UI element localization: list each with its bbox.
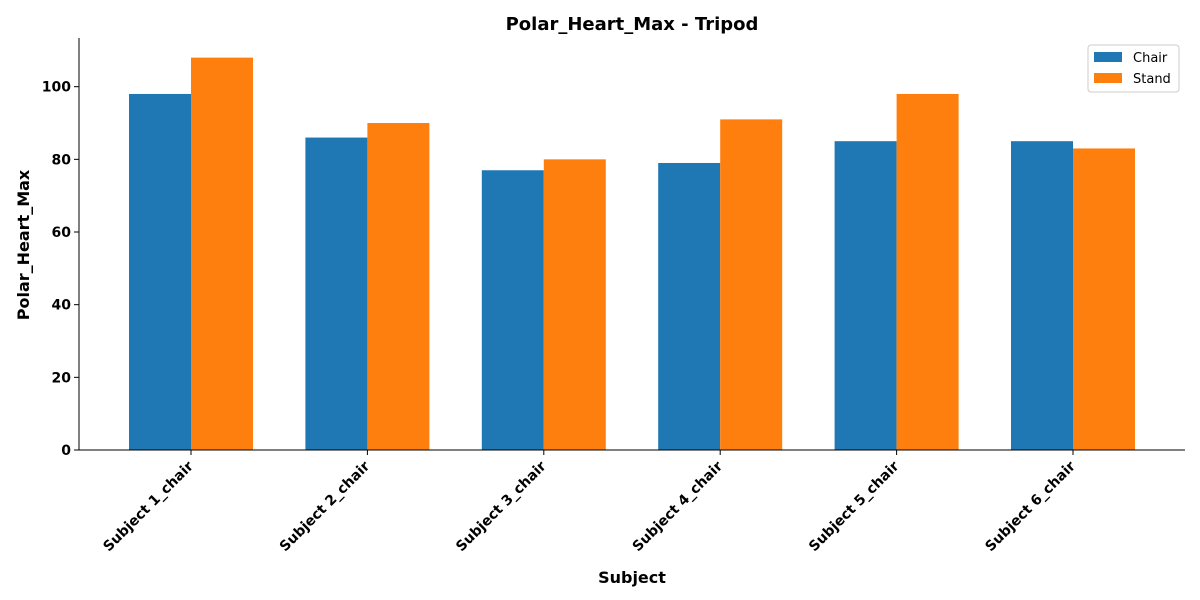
y-tick-label: 100 [42, 80, 71, 96]
x-axis-ticks: Subject 1_chair Subject 2_chair Subject 3_… [100, 450, 1079, 555]
x-tick-label: Subject 5_chair [806, 458, 903, 555]
bar-chair-2 [305, 137, 368, 450]
legend-label-chair: Chair [1133, 51, 1168, 66]
y-axis-ticks: 0 20 40 60 80 100 [42, 80, 79, 459]
y-tick-label: 0 [61, 443, 71, 459]
x-axis-label: Subject [598, 568, 666, 587]
x-tick-label: Subject 6_chair [982, 458, 1079, 555]
y-tick-label: 80 [52, 152, 72, 168]
legend-swatch-stand [1094, 73, 1122, 83]
x-tick-label: Subject 4_chair [630, 458, 727, 555]
bar-stand-5 [896, 93, 959, 450]
x-tick-label: Subject 3_chair [453, 458, 550, 555]
bar-stand-1 [191, 57, 253, 450]
x-tick-label: Subject 2_chair [277, 458, 374, 555]
legend-label-stand: Stand [1133, 72, 1171, 87]
y-tick-label: 20 [52, 370, 72, 386]
legend: Chair Stand [1087, 44, 1180, 93]
legend-swatch-chair [1094, 52, 1122, 62]
x-tick-label: Subject 1_chair [100, 458, 197, 555]
y-tick-label: 40 [52, 298, 72, 314]
y-tick-label: 60 [52, 225, 72, 241]
bar-chair-5 [834, 141, 897, 451]
bars-group [129, 57, 1135, 451]
bar-chair-6 [1011, 141, 1073, 451]
bar-chair-3 [481, 170, 544, 450]
bar-stand-4 [720, 119, 783, 450]
chart-title: Polar_Heart_Max - Tripod [506, 14, 759, 35]
bar-chair-4 [658, 162, 721, 451]
bar-stand-6 [1073, 148, 1135, 450]
y-axis-label: Polar_Heart_Max [14, 169, 33, 320]
bar-chair-1 [129, 93, 191, 450]
bar-stand-2 [367, 123, 430, 451]
bar-stand-3 [543, 159, 606, 450]
